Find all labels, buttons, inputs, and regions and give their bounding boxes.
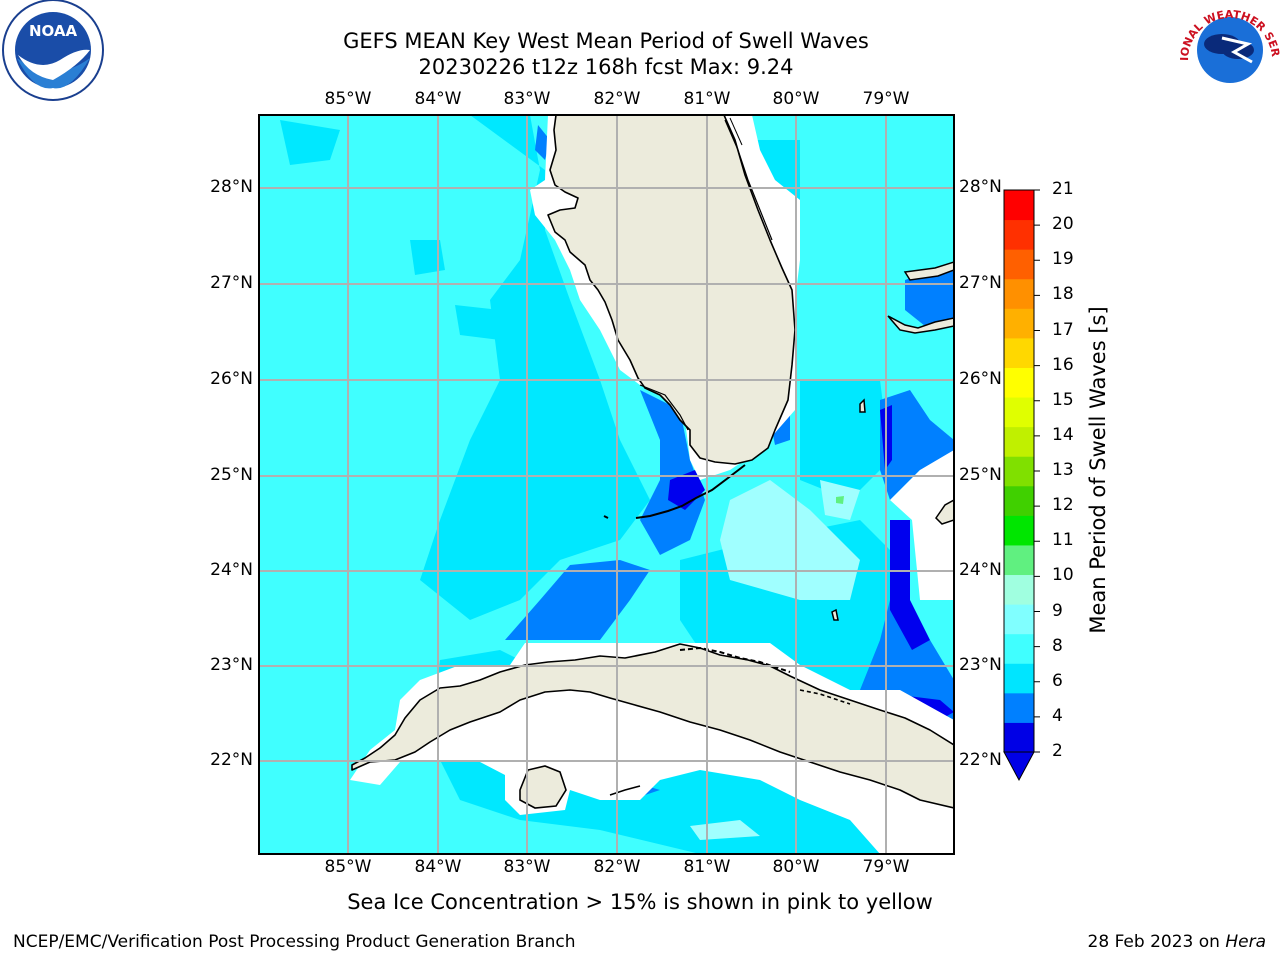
- lat-label-left: 26°N: [210, 369, 253, 389]
- colorbar-tick-label: 10: [1052, 565, 1074, 586]
- colorbar-segment: [1004, 249, 1034, 280]
- colorbar-segment: [1004, 426, 1034, 457]
- colorbar-tick-label: 4: [1052, 705, 1063, 726]
- colorbar-tick-label: 8: [1052, 635, 1063, 656]
- cuba-land: [351, 643, 954, 809]
- colorbar-tick-label: 14: [1052, 424, 1074, 445]
- colorbar-segment: [1004, 308, 1034, 339]
- bahamas-land: [831, 261, 954, 621]
- colorbar-segment: [1004, 485, 1034, 516]
- period-9-10-spot: [836, 496, 844, 504]
- colorbar-tick-label: 16: [1052, 354, 1074, 375]
- lat-label-left: 28°N: [210, 177, 253, 197]
- colorbar-tick-label: 9: [1052, 600, 1063, 621]
- colorbar-segment: [1004, 574, 1034, 605]
- lon-label-bottom: 79°W: [862, 857, 910, 877]
- colorbar-segment: [1004, 633, 1034, 664]
- footer-machine: Hera: [1225, 932, 1266, 952]
- swell-period-map: [259, 115, 954, 854]
- map-subtitle: 20230226 t12z 168h fcst Max: 9.24: [418, 55, 794, 79]
- lat-label-left: 23°N: [210, 655, 253, 675]
- lon-label-bottom: 85°W: [324, 857, 372, 877]
- map-frame: [258, 114, 955, 855]
- colorbar: [1003, 189, 1040, 782]
- lon-label-top: 84°W: [414, 89, 462, 109]
- lat-label-right: 22°N: [959, 750, 1002, 770]
- colorbar-segment: [1004, 367, 1034, 398]
- lon-label-bottom: 81°W: [683, 857, 731, 877]
- florida-land: [547, 115, 796, 465]
- colorbar-tick-label: 17: [1052, 319, 1074, 340]
- colorbar-segment: [1004, 515, 1034, 546]
- colorbar-segment: [1004, 219, 1034, 250]
- graticule: [259, 115, 954, 854]
- map-title: GEFS MEAN Key West Mean Period of Swell …: [343, 29, 869, 53]
- florida-keys: [635, 464, 746, 519]
- isla-juventud: [519, 765, 567, 809]
- colorbar-segment: [1004, 722, 1034, 753]
- lat-label-right: 27°N: [959, 273, 1002, 293]
- colorbar-extend-triangle: [1003, 751, 1035, 782]
- footer-date: 28 Feb 2023 on Hera: [1088, 932, 1266, 952]
- colorbar-tick-label: 19: [1052, 249, 1074, 270]
- lon-label-bottom: 84°W: [414, 857, 462, 877]
- sea-ice-note: Sea Ice Concentration > 15% is shown in …: [347, 890, 933, 914]
- lat-label-right: 24°N: [959, 560, 1002, 580]
- lon-label-top: 83°W: [503, 89, 551, 109]
- lon-label-top: 79°W: [862, 89, 910, 109]
- colorbar-segment: [1004, 692, 1034, 723]
- lon-label-top: 80°W: [772, 89, 820, 109]
- colorbar-tick-label: 2: [1052, 741, 1063, 761]
- lat-label-left: 27°N: [210, 273, 253, 293]
- footer-credit: NCEP/EMC/Verification Post Processing Pr…: [13, 932, 576, 952]
- lat-label-left: 24°N: [210, 560, 253, 580]
- lon-label-bottom: 83°W: [503, 857, 551, 877]
- lat-label-right: 25°N: [959, 465, 1002, 485]
- lon-label-bottom: 82°W: [593, 857, 641, 877]
- lat-label-right: 26°N: [959, 369, 1002, 389]
- colorbar-tick-label: 12: [1052, 495, 1074, 516]
- lat-label-left: 22°N: [210, 750, 253, 770]
- lat-label-right: 23°N: [959, 655, 1002, 675]
- colorbar-tick-label: 20: [1052, 214, 1074, 235]
- colorbar-tick-label: 6: [1052, 670, 1063, 691]
- lon-label-top: 81°W: [683, 89, 731, 109]
- colorbar-segment: [1004, 190, 1034, 221]
- lon-label-top: 82°W: [593, 89, 641, 109]
- lon-label-top: 85°W: [324, 89, 372, 109]
- colorbar-tick-label: 18: [1052, 284, 1074, 305]
- colorbar-tick-label: 21: [1052, 179, 1074, 199]
- lon-label-bottom: 80°W: [772, 857, 820, 877]
- noaa-logo-text: NOAA: [29, 22, 78, 40]
- colorbar-segment: [1004, 456, 1034, 487]
- colorbar-tick-label: 15: [1052, 389, 1074, 410]
- colorbar-segment: [1004, 544, 1034, 576]
- noaa-logo: NOAA: [2, 0, 104, 101]
- colorbar-title: Mean Period of Swell Waves [s]: [1086, 306, 1110, 634]
- lat-label-right: 28°N: [959, 177, 1002, 197]
- colorbar-segment: [1004, 397, 1034, 428]
- lat-label-left: 25°N: [210, 465, 253, 485]
- colorbar-segment: [1004, 337, 1034, 368]
- colorbar-segment: [1004, 604, 1034, 635]
- colorbar-tick-label: 11: [1052, 530, 1074, 551]
- footer-date-text: 28 Feb 2023 on: [1087, 932, 1220, 952]
- colorbar-segment: [1004, 663, 1034, 694]
- colorbar-segment: [1004, 278, 1034, 309]
- colorbar-tick-label: 13: [1052, 460, 1074, 480]
